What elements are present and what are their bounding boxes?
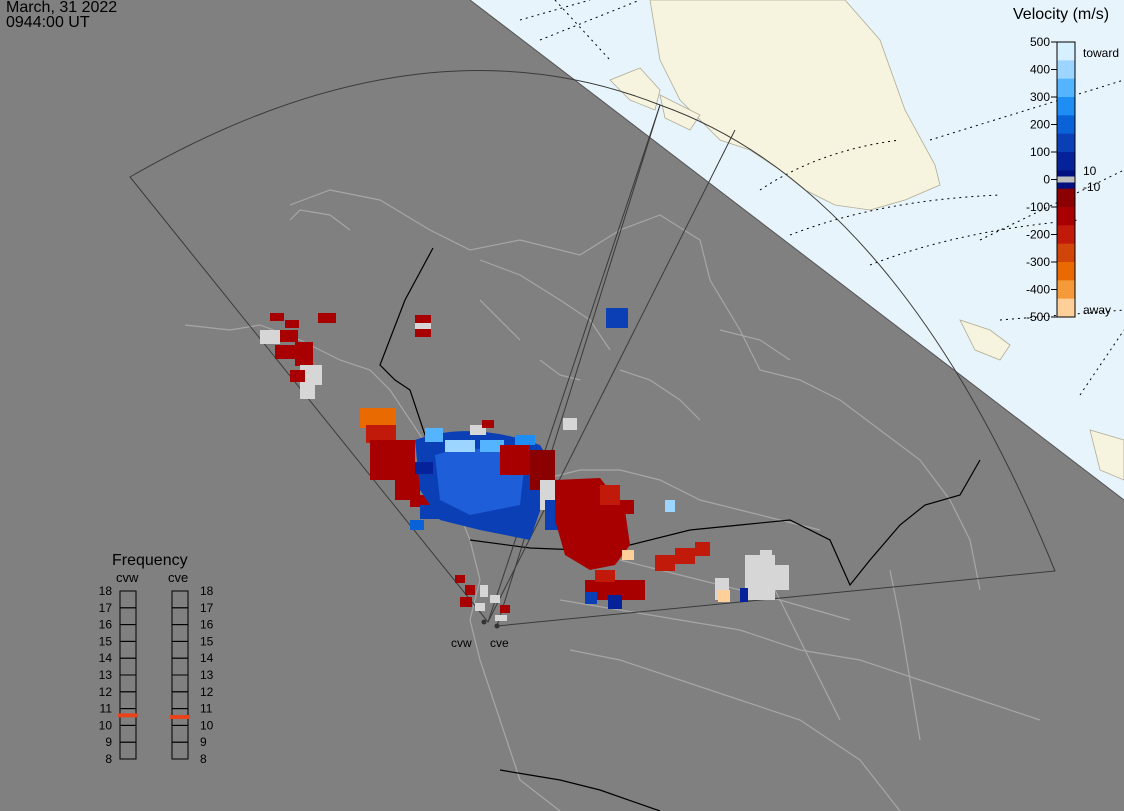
- radar-site-cve: [494, 623, 500, 629]
- frequency-radar-cve: cve: [168, 570, 188, 585]
- velocity-tick-label: -100: [1026, 200, 1050, 214]
- velocity-color-segment: [1057, 133, 1075, 153]
- frequency-level-label: 18: [200, 584, 214, 598]
- radar-sites: cvw cve: [451, 619, 509, 650]
- frequency-cell: [171, 741, 189, 760]
- velocity-tick-label: -200: [1026, 228, 1050, 242]
- velocity-away-label: away: [1083, 303, 1111, 317]
- day-land: [519, 0, 1124, 481]
- frequency-level-label: 16: [99, 618, 113, 632]
- frequency-level-label: 8: [200, 752, 207, 766]
- velocity-tick-label: -400: [1026, 283, 1050, 297]
- frequency-level-label: 18: [99, 584, 113, 598]
- velocity-color-segment: [1057, 152, 1075, 171]
- frequency-level-label: 8: [105, 752, 112, 766]
- frequency-level-label: 12: [200, 685, 214, 699]
- frequency-level-label: 17: [99, 601, 113, 615]
- frequency-active-marker: [170, 715, 190, 719]
- frequency-level-label: 10: [200, 718, 214, 732]
- frequency-columns: 18 18 17 17 16 16 15 15 14 14 13 13 12 12 11 11 10 10 9 9 8 8: [99, 584, 214, 766]
- frequency-level-label: 15: [99, 634, 113, 648]
- velocity-legend: Velocity (m/s) 500 400 300 200 100 0 -100 -200 -…: [1013, 6, 1119, 324]
- velocity-color-segment: [1057, 188, 1075, 208]
- velocity-color-segment: [1057, 225, 1075, 245]
- radar-label-cvw: cvw: [451, 636, 472, 650]
- day-region: [469, 0, 1124, 501]
- frequency-level-label: 11: [200, 702, 213, 716]
- frequency-active-marker: [118, 713, 138, 718]
- frequency-level-label: 14: [200, 651, 214, 665]
- velocity-color-segment: [1057, 262, 1075, 281]
- frequency-level-label: 9: [105, 735, 112, 749]
- velocity-color-segment: [1057, 78, 1075, 98]
- velocity-color-segment: [1057, 207, 1075, 226]
- frequency-legend: Frequency cvw cve 18 18 17 17 16 16 15 15 14 14 13…: [99, 552, 214, 766]
- frequency-cell: [119, 741, 137, 760]
- frequency-level-label: 13: [200, 668, 214, 682]
- velocity-tick-label: -300: [1026, 255, 1050, 269]
- frequency-level-label: 15: [200, 634, 214, 648]
- velocity-color-segment: [1057, 42, 1075, 61]
- velocity-color-segment: [1057, 97, 1075, 116]
- frequency-legend-title: Frequency: [112, 552, 188, 569]
- velocity-color-segment: [1057, 60, 1075, 80]
- velocity-tick-label: 100: [1030, 145, 1050, 159]
- frequency-level-label: 10: [99, 718, 113, 732]
- frequency-level-label: 9: [200, 735, 207, 749]
- velocity-tick-label: 500: [1030, 35, 1050, 49]
- radar-site-cvw: [481, 619, 487, 625]
- velocity-toward-label: toward: [1083, 46, 1119, 60]
- velocity-zero-band: [1057, 176, 1075, 183]
- frequency-level-label: 11: [100, 702, 113, 716]
- radar-fov-outlines: [129, 70, 1056, 627]
- velocity-color-segment: [1057, 298, 1075, 318]
- observation-date: March, 31 2022: [6, 0, 118, 16]
- velocity-tick-label: -500: [1026, 310, 1050, 324]
- velocity-legend-title: Velocity (m/s): [1013, 6, 1109, 23]
- radar-label-cve: cve: [490, 636, 509, 650]
- velocity-color-segment: [1057, 115, 1075, 135]
- frequency-level-label: 16: [200, 618, 214, 632]
- velocity-tick-label: 300: [1030, 90, 1050, 104]
- velocity-colorbar: [1057, 42, 1075, 318]
- frequency-level-label: 12: [99, 685, 113, 699]
- velocity-inner-label-neg: -10: [1083, 180, 1101, 194]
- velocity-color-segment: [1057, 243, 1075, 263]
- velocity-inner-label-pos: 10: [1083, 164, 1097, 178]
- frequency-radar-cvw: cvw: [116, 570, 139, 585]
- frequency-level-label: 17: [200, 601, 214, 615]
- frequency-level-label: 13: [99, 668, 113, 682]
- frequency-level-label: 14: [99, 651, 113, 665]
- observation-time: 0944:00 UT: [6, 14, 90, 31]
- velocity-tick-label: 0: [1043, 173, 1050, 187]
- velocity-tick-label: 200: [1030, 118, 1050, 132]
- velocity-tick-label: 400: [1030, 63, 1050, 77]
- backscatter-cells: [260, 308, 789, 621]
- velocity-tick-labels: 500 400 300 200 100 0 -100 -200 -300 -400 -500: [1026, 35, 1057, 324]
- velocity-color-segment: [1057, 280, 1075, 300]
